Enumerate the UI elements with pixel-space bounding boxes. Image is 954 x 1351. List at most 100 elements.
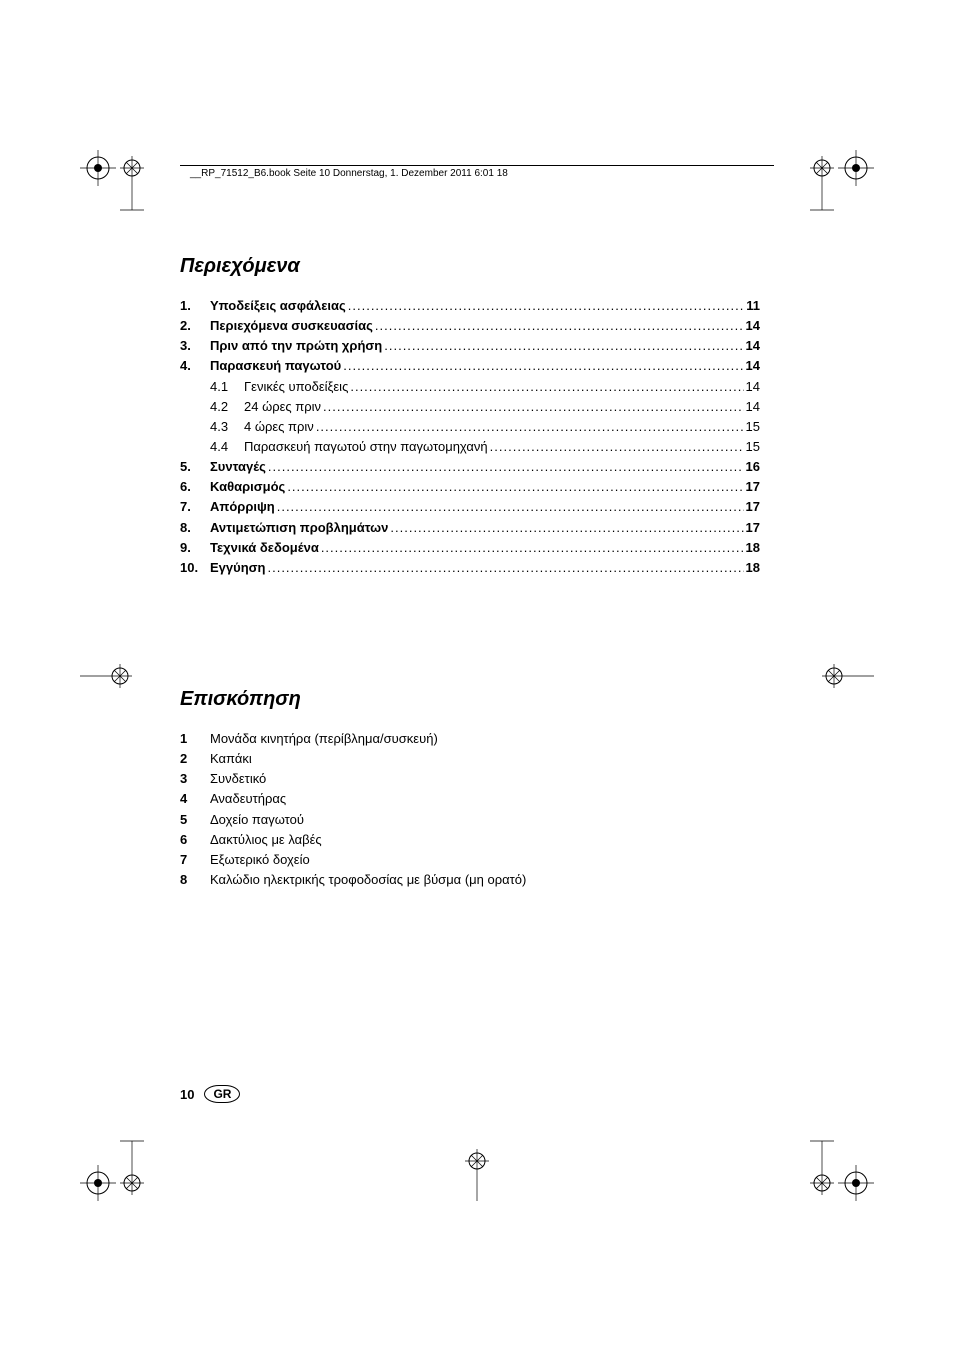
toc-item: 6. Καθαρισμός 17 bbox=[180, 477, 760, 497]
overview-num: 8 bbox=[180, 870, 210, 890]
toc-label: Συνταγές bbox=[210, 457, 266, 477]
overview-num: 1 bbox=[180, 729, 210, 749]
toc-num: 1. bbox=[180, 296, 210, 316]
toc-sublabel: 4 ώρες πριν bbox=[244, 417, 314, 437]
toc-dots bbox=[490, 437, 744, 457]
toc-num: 5. bbox=[180, 457, 210, 477]
toc-dots bbox=[384, 336, 743, 356]
toc-page: 17 bbox=[746, 477, 760, 497]
toc-num: 8. bbox=[180, 518, 210, 538]
toc-dots bbox=[268, 457, 744, 477]
toc-subitem: 4.2 24 ώρες πριν 14 bbox=[180, 397, 760, 417]
toc-subpage: 15 bbox=[746, 437, 760, 457]
crop-mark-top-right bbox=[804, 150, 874, 220]
overview-item: 3 Συνδετικό bbox=[180, 769, 760, 789]
toc-dots bbox=[277, 497, 744, 517]
toc-subpage: 15 bbox=[746, 417, 760, 437]
overview-text: Δακτύλιος με λαβές bbox=[210, 830, 322, 850]
toc-page: 16 bbox=[746, 457, 760, 477]
toc-dots bbox=[375, 316, 744, 336]
toc-num: 6. bbox=[180, 477, 210, 497]
toc-item: 2. Περιεχόμενα συσκευασίας 14 bbox=[180, 316, 760, 336]
toc-dots bbox=[348, 296, 744, 316]
overview-num: 6 bbox=[180, 830, 210, 850]
toc-list: 1. Υποδείξεις ασφάλειας 11 2. Περιεχόμεν… bbox=[180, 296, 760, 578]
toc-label: Αντιμετώπιση προβλημάτων bbox=[210, 518, 388, 538]
overview-text: Δοχείο παγωτού bbox=[210, 810, 304, 830]
overview-item: 7 Εξωτερικό δοχείο bbox=[180, 850, 760, 870]
toc-subnum: 4.1 bbox=[210, 377, 244, 397]
toc-label: Εγγύηση bbox=[210, 558, 265, 578]
overview-num: 4 bbox=[180, 789, 210, 809]
toc-subpage: 14 bbox=[746, 397, 760, 417]
overview-item: 4 Αναδευτήρας bbox=[180, 789, 760, 809]
toc-item: 10. Εγγύηση 18 bbox=[180, 558, 760, 578]
document-page: __RP_71512_B6.book Seite 10 Donnerstag, … bbox=[0, 0, 954, 1351]
overview-num: 7 bbox=[180, 850, 210, 870]
toc-page: 17 bbox=[746, 497, 760, 517]
crop-mark-top-left bbox=[80, 150, 150, 220]
toc-page: 14 bbox=[746, 336, 760, 356]
toc-subnum: 4.4 bbox=[210, 437, 244, 457]
language-badge: GR bbox=[204, 1085, 240, 1103]
toc-item: 3. Πριν από την πρώτη χρήση 14 bbox=[180, 336, 760, 356]
content-area: Περιεχόμενα 1. Υποδείξεις ασφάλειας 11 2… bbox=[180, 255, 760, 890]
toc-dots bbox=[287, 477, 743, 497]
toc-dots bbox=[390, 518, 743, 538]
toc-page: 18 bbox=[746, 538, 760, 558]
overview-item: 6 Δακτύλιος με λαβές bbox=[180, 830, 760, 850]
toc-item: 8. Αντιμετώπιση προβλημάτων 17 bbox=[180, 518, 760, 538]
overview-title: Επισκόπηση bbox=[180, 688, 760, 711]
overview-text: Εξωτερικό δοχείο bbox=[210, 850, 310, 870]
crop-mark-bottom-left bbox=[80, 1131, 150, 1201]
toc-page: 14 bbox=[746, 356, 760, 376]
page-number: 10 bbox=[180, 1087, 194, 1102]
toc-dots bbox=[350, 377, 743, 397]
toc-num: 10. bbox=[180, 558, 210, 578]
toc-label: Παρασκευή παγωτού bbox=[210, 356, 341, 376]
overview-list: 1 Μονάδα κινητήρα (περίβλημα/συσκευή) 2 … bbox=[180, 729, 760, 890]
overview-text: Αναδευτήρας bbox=[210, 789, 286, 809]
toc-page: 18 bbox=[746, 558, 760, 578]
toc-item: 9. Τεχνικά δεδομένα 18 bbox=[180, 538, 760, 558]
toc-num: 7. bbox=[180, 497, 210, 517]
crop-mark-bottom-right bbox=[804, 1131, 874, 1201]
overview-num: 3 bbox=[180, 769, 210, 789]
toc-dots bbox=[267, 558, 743, 578]
toc-sublabel: Παρασκευή παγωτού στην παγωτομηχανή bbox=[244, 437, 488, 457]
overview-section: Επισκόπηση 1 Μονάδα κινητήρα (περίβλημα/… bbox=[180, 688, 760, 890]
toc-dots bbox=[323, 397, 743, 417]
overview-item: 2 Καπάκι bbox=[180, 749, 760, 769]
toc-label: Περιεχόμενα συσκευασίας bbox=[210, 316, 373, 336]
overview-text: Συνδετικό bbox=[210, 769, 266, 789]
toc-sublabel: 24 ώρες πριν bbox=[244, 397, 321, 417]
toc-page: 17 bbox=[746, 518, 760, 538]
toc-subpage: 14 bbox=[746, 377, 760, 397]
toc-num: 3. bbox=[180, 336, 210, 356]
toc-dots bbox=[343, 356, 743, 376]
overview-text: Μονάδα κινητήρα (περίβλημα/συσκευή) bbox=[210, 729, 438, 749]
toc-item: 5. Συνταγές 16 bbox=[180, 457, 760, 477]
toc-label: Καθαρισμός bbox=[210, 477, 285, 497]
toc-subitem: 4.4 Παρασκευή παγωτού στην παγωτομηχανή … bbox=[180, 437, 760, 457]
toc-item: 1. Υποδείξεις ασφάλειας 11 bbox=[180, 296, 760, 316]
toc-page: 14 bbox=[746, 316, 760, 336]
header-rule bbox=[180, 165, 774, 166]
toc-label: Πριν από την πρώτη χρήση bbox=[210, 336, 382, 356]
header-text: __RP_71512_B6.book Seite 10 Donnerstag, … bbox=[190, 168, 508, 179]
toc-subnum: 4.3 bbox=[210, 417, 244, 437]
toc-sublabel: Γενικές υποδείξεις bbox=[244, 377, 348, 397]
toc-label: Υποδείξεις ασφάλειας bbox=[210, 296, 346, 316]
toc-subitem: 4.1 Γενικές υποδείξεις 14 bbox=[180, 377, 760, 397]
toc-label: Τεχνικά δεδομένα bbox=[210, 538, 319, 558]
toc-dots bbox=[316, 417, 744, 437]
overview-item: 5 Δοχείο παγωτού bbox=[180, 810, 760, 830]
toc-label: Απόρριψη bbox=[210, 497, 275, 517]
crop-mark-mid-right bbox=[814, 656, 874, 696]
toc-num: 2. bbox=[180, 316, 210, 336]
toc-dots bbox=[321, 538, 744, 558]
toc-page: 11 bbox=[746, 296, 760, 316]
overview-text: Καπάκι bbox=[210, 749, 252, 769]
page-footer: 10 GR bbox=[180, 1085, 240, 1103]
overview-text: Καλώδιο ηλεκτρικής τροφοδοσίας με βύσμα … bbox=[210, 870, 526, 890]
